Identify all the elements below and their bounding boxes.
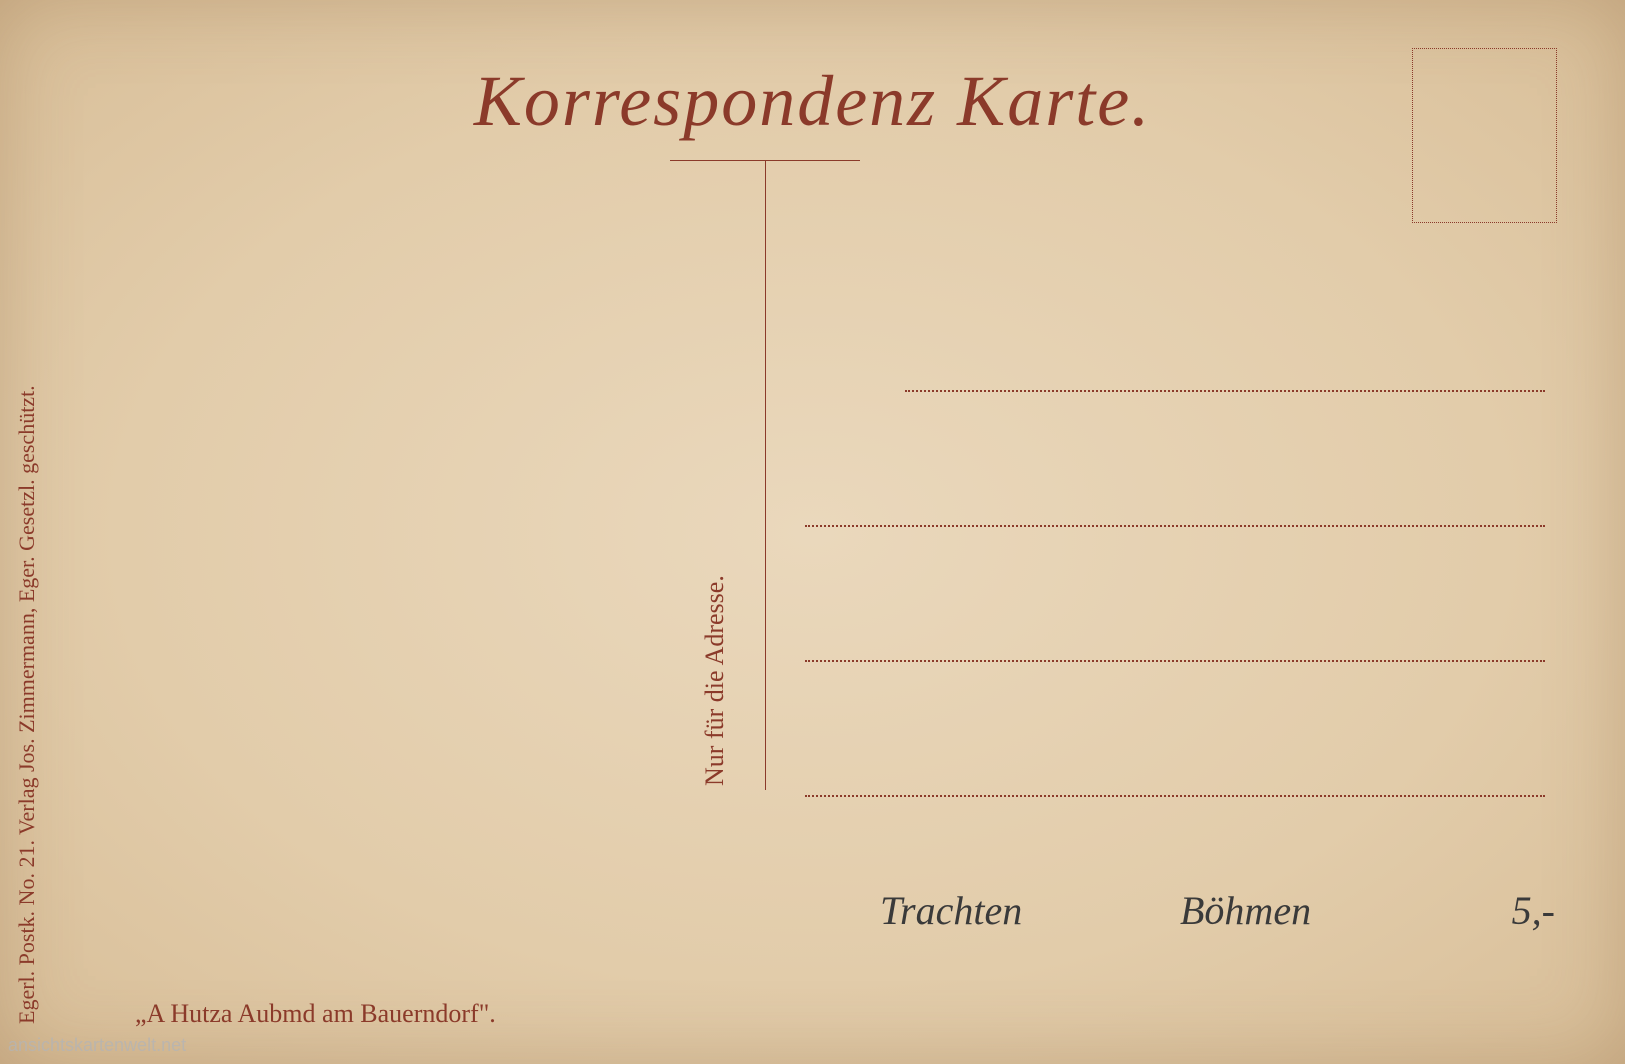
address-line-2 xyxy=(805,525,1545,527)
watermark-text: ansichtskartenwelt.net xyxy=(8,1035,186,1056)
image-caption: „A Hutza Aubmd am Bauerndorf". xyxy=(135,999,496,1029)
address-line-3 xyxy=(805,660,1545,662)
stamp-placeholder xyxy=(1412,48,1557,223)
address-line-1 xyxy=(905,390,1545,392)
address-instruction-label: Nur für die Adresse. xyxy=(700,575,730,786)
handwritten-note-2: Böhmen xyxy=(1180,887,1311,934)
address-line-4 xyxy=(805,795,1545,797)
postcard-back: Korrespondenz Karte. Egerl. Postk. No. 2… xyxy=(0,0,1625,1064)
handwritten-price: 5,- xyxy=(1512,887,1555,934)
publisher-imprint: Egerl. Postk. No. 21. Verlag Jos. Zimmer… xyxy=(14,385,40,1024)
handwritten-note-1: Trachten xyxy=(880,887,1022,934)
divider-vertical xyxy=(765,160,766,790)
card-title: Korrespondenz Karte. xyxy=(474,60,1151,143)
